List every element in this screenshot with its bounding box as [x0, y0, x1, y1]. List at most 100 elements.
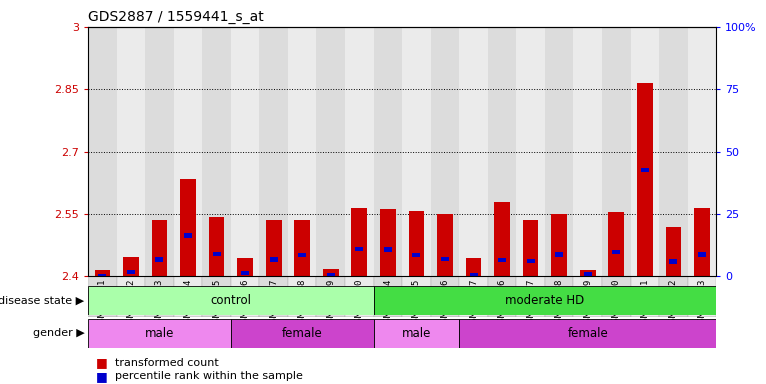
Bar	[327, 273, 335, 278]
Bar	[412, 253, 421, 257]
Bar	[298, 253, 306, 257]
Bar	[552, 214, 567, 276]
Text: GSM217778: GSM217778	[555, 278, 564, 327]
Text: ■: ■	[96, 370, 107, 383]
Bar	[288, 276, 316, 317]
Bar	[231, 319, 374, 348]
Text: transformed count: transformed count	[115, 358, 218, 368]
Bar	[355, 247, 363, 251]
Bar	[266, 220, 282, 276]
Bar	[694, 208, 710, 276]
Bar	[116, 276, 146, 317]
Bar	[488, 27, 516, 276]
Bar	[470, 273, 477, 277]
Bar	[231, 276, 260, 317]
Bar	[402, 276, 430, 317]
Bar	[174, 276, 202, 317]
Bar	[527, 258, 535, 263]
Bar	[688, 27, 716, 276]
Text: GSM217772: GSM217772	[126, 278, 136, 327]
Bar	[602, 276, 630, 317]
Bar	[260, 27, 288, 276]
Text: percentile rank within the sample: percentile rank within the sample	[115, 371, 303, 381]
Text: male: male	[401, 327, 431, 339]
Text: GDS2887 / 1559441_s_at: GDS2887 / 1559441_s_at	[88, 10, 264, 25]
Text: GSM217776: GSM217776	[498, 278, 506, 327]
Bar	[345, 276, 374, 317]
Bar	[88, 319, 231, 348]
Bar	[374, 319, 460, 348]
Bar	[152, 220, 167, 276]
Bar	[441, 257, 449, 261]
Bar	[402, 27, 430, 276]
Bar	[374, 276, 402, 317]
Bar	[380, 209, 396, 276]
Bar	[180, 179, 196, 276]
Bar	[466, 258, 481, 276]
Bar	[584, 272, 591, 276]
Text: female: female	[282, 327, 322, 339]
Bar	[231, 27, 260, 276]
Text: disease state ▶: disease state ▶	[0, 296, 84, 306]
Bar	[146, 27, 174, 276]
Text: GSM217782: GSM217782	[669, 278, 678, 327]
Text: GSM217781: GSM217781	[640, 278, 650, 327]
Bar	[270, 257, 277, 262]
Bar	[88, 276, 116, 317]
Bar	[202, 27, 231, 276]
Bar	[408, 211, 424, 276]
Bar	[174, 27, 202, 276]
Bar	[659, 27, 688, 276]
Bar	[208, 217, 224, 276]
Bar	[498, 258, 506, 262]
Text: GSM217787: GSM217787	[469, 278, 478, 327]
Text: GSM217775: GSM217775	[212, 278, 221, 327]
Bar	[288, 27, 316, 276]
Bar	[116, 27, 146, 276]
Bar	[184, 233, 192, 238]
Bar	[352, 208, 367, 276]
Text: GSM217768: GSM217768	[298, 278, 306, 327]
Bar	[437, 214, 453, 276]
Bar	[374, 286, 716, 315]
Bar	[545, 27, 574, 276]
Bar	[88, 286, 374, 315]
Bar	[522, 220, 538, 276]
Bar	[580, 270, 596, 276]
Bar	[146, 276, 174, 317]
Bar	[260, 276, 288, 317]
Bar	[488, 276, 516, 317]
Bar	[516, 276, 545, 317]
Bar	[460, 319, 716, 348]
Bar	[608, 212, 624, 276]
Bar	[688, 276, 716, 317]
Bar	[698, 252, 706, 257]
Bar	[237, 258, 253, 276]
Text: GSM217766: GSM217766	[241, 278, 250, 327]
Bar	[630, 27, 659, 276]
Text: gender ▶: gender ▶	[32, 328, 84, 338]
Text: moderate HD: moderate HD	[506, 294, 584, 307]
Bar	[460, 27, 488, 276]
Bar	[213, 252, 221, 256]
Text: GSM217769: GSM217769	[326, 278, 336, 327]
Text: control: control	[211, 294, 251, 307]
Bar	[384, 247, 392, 252]
Text: GSM217767: GSM217767	[269, 278, 278, 327]
Bar	[545, 276, 574, 317]
Text: GSM217780: GSM217780	[612, 278, 620, 327]
Bar	[374, 27, 402, 276]
Bar	[88, 27, 116, 276]
Bar	[659, 276, 688, 317]
Bar	[641, 168, 649, 172]
Bar	[602, 27, 630, 276]
Bar	[202, 276, 231, 317]
Bar	[555, 252, 563, 257]
Bar	[574, 276, 602, 317]
Bar	[430, 276, 460, 317]
Text: GSM217786: GSM217786	[440, 278, 450, 327]
Text: GSM217785: GSM217785	[412, 278, 421, 327]
Bar	[123, 257, 139, 276]
Bar	[294, 220, 310, 276]
Text: GSM217777: GSM217777	[526, 278, 535, 327]
